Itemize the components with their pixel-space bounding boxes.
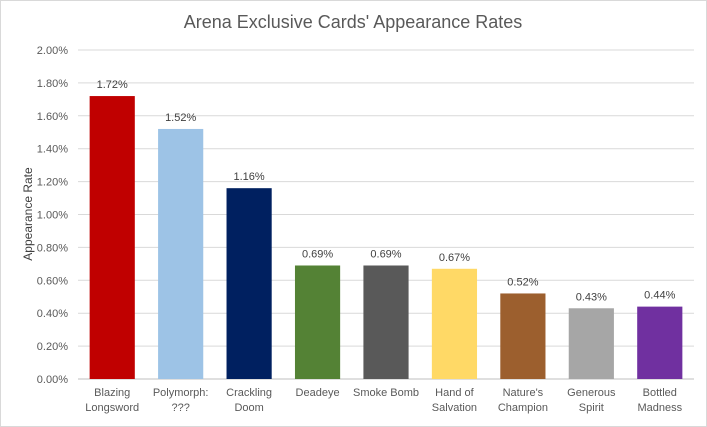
x-tick-label: Hand of Salvation bbox=[432, 387, 477, 414]
y-tick-label: 1.20% bbox=[37, 177, 68, 189]
bar bbox=[568, 308, 614, 379]
x-tick-label: Blazing Longsword bbox=[85, 387, 139, 414]
data-label: 0.67% bbox=[439, 252, 470, 264]
bar bbox=[89, 96, 135, 379]
y-tick-label: 0.80% bbox=[37, 242, 68, 254]
bar bbox=[158, 128, 204, 379]
data-label: 0.44% bbox=[644, 290, 675, 302]
data-label: 0.43% bbox=[576, 291, 607, 303]
y-tick-label: 1.40% bbox=[37, 144, 68, 156]
data-label: 1.52% bbox=[165, 112, 196, 124]
data-label: 0.69% bbox=[370, 248, 401, 260]
bars bbox=[89, 96, 683, 379]
data-label: 1.72% bbox=[97, 79, 128, 91]
bar bbox=[637, 306, 683, 379]
y-tick-label: 0.40% bbox=[37, 308, 68, 320]
bar bbox=[431, 268, 478, 379]
data-labels: 1.72% 1.52% 1.16% 0.69% 0.69% 0.67% 0.52% 0.43%… bbox=[97, 79, 676, 303]
x-tick-label: Deadeye bbox=[296, 387, 340, 399]
data-label: 0.52% bbox=[507, 276, 538, 288]
data-label: 0.69% bbox=[302, 248, 333, 260]
y-axis-title: Appearance Rate bbox=[21, 167, 35, 261]
x-tick-label: Polymorph:??? bbox=[153, 387, 209, 414]
y-tick-labels: 0.00% 0.20% 0.40% 0.60% 0.80% 1.00% 1.20% 1.40%… bbox=[37, 45, 68, 386]
y-tick-label: 2.00% bbox=[37, 45, 68, 57]
x-tick-label: Generous Spirit bbox=[567, 387, 616, 414]
y-tick-label: 0.20% bbox=[37, 341, 68, 353]
y-tick-label: 1.00% bbox=[37, 210, 68, 222]
x-tick-label: Bottled Madness bbox=[637, 387, 682, 414]
y-tick-label: 0.00% bbox=[37, 374, 68, 386]
x-tick-label: Crackling Doom bbox=[226, 387, 272, 414]
bar bbox=[294, 265, 341, 379]
chart-title: Arena Exclusive Cards' Appearance Rates bbox=[184, 12, 523, 32]
x-tick-label: Nature's Champion bbox=[498, 387, 548, 414]
bar bbox=[226, 188, 272, 379]
y-tick-label: 1.80% bbox=[37, 78, 68, 90]
y-tick-label: 1.60% bbox=[37, 111, 68, 123]
bar bbox=[500, 293, 546, 379]
x-tick-label: Smoke Bomb bbox=[353, 387, 419, 399]
data-label: 1.16% bbox=[234, 171, 265, 183]
bar bbox=[363, 265, 409, 379]
x-tick-labels: Blazing Longsword Polymorph: ??? Crackling Do… bbox=[85, 387, 682, 414]
y-tick-label: 0.60% bbox=[37, 275, 68, 287]
